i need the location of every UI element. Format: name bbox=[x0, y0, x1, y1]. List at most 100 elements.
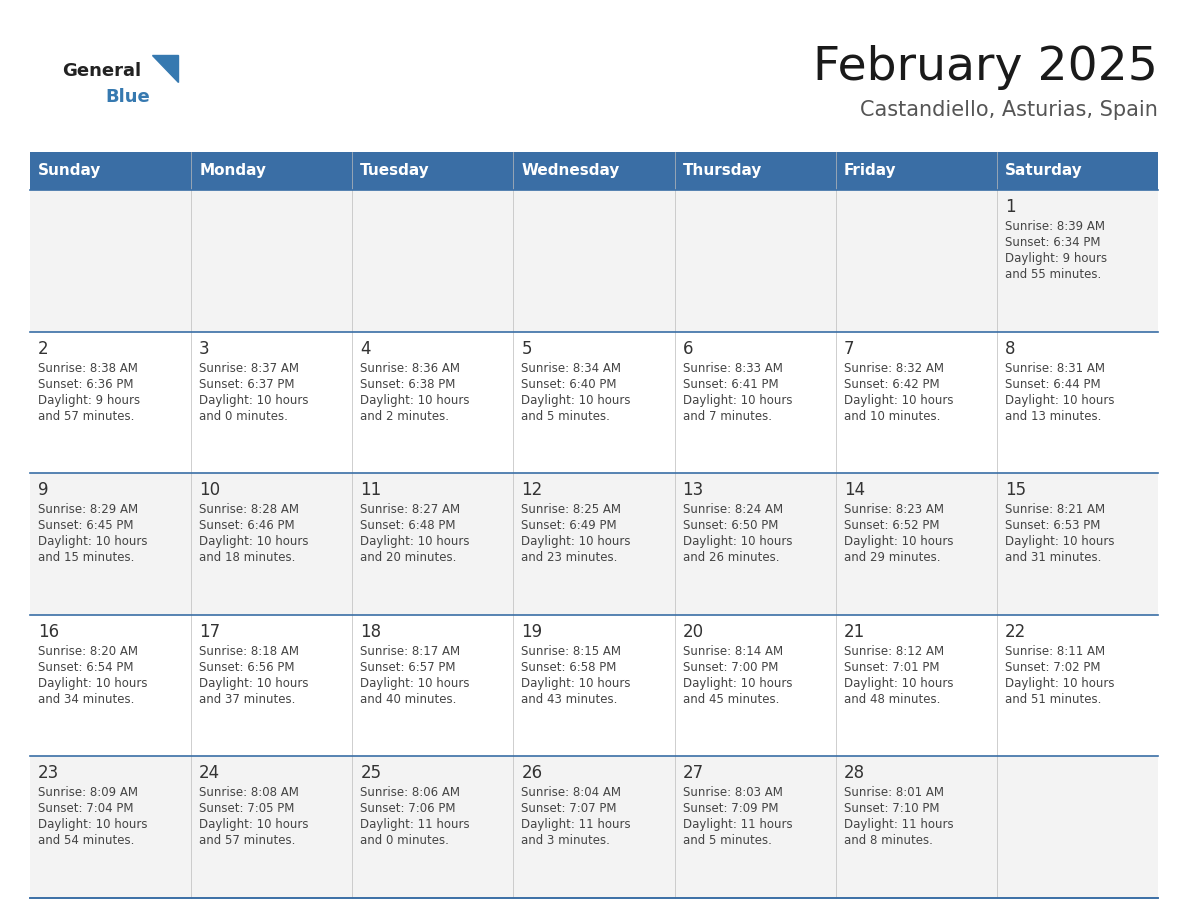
Text: Daylight: 9 hours: Daylight: 9 hours bbox=[1005, 252, 1107, 265]
Text: and 26 minutes.: and 26 minutes. bbox=[683, 551, 779, 565]
Text: 16: 16 bbox=[38, 622, 59, 641]
Text: 25: 25 bbox=[360, 765, 381, 782]
Text: 24: 24 bbox=[200, 765, 220, 782]
Text: Sunrise: 8:06 AM: Sunrise: 8:06 AM bbox=[360, 787, 460, 800]
Text: Daylight: 10 hours: Daylight: 10 hours bbox=[200, 677, 309, 689]
Text: Sunset: 6:49 PM: Sunset: 6:49 PM bbox=[522, 520, 617, 532]
Text: Daylight: 10 hours: Daylight: 10 hours bbox=[683, 394, 792, 407]
Text: Thursday: Thursday bbox=[683, 163, 762, 178]
Text: Sunrise: 8:39 AM: Sunrise: 8:39 AM bbox=[1005, 220, 1105, 233]
Text: Daylight: 10 hours: Daylight: 10 hours bbox=[200, 535, 309, 548]
Text: and 57 minutes.: and 57 minutes. bbox=[38, 409, 134, 422]
Text: Sunrise: 8:20 AM: Sunrise: 8:20 AM bbox=[38, 644, 138, 658]
Text: Sunrise: 8:09 AM: Sunrise: 8:09 AM bbox=[38, 787, 138, 800]
Text: Sunrise: 8:34 AM: Sunrise: 8:34 AM bbox=[522, 362, 621, 375]
Bar bbox=[30, 331, 1158, 473]
Text: Sunset: 6:57 PM: Sunset: 6:57 PM bbox=[360, 661, 456, 674]
Text: 18: 18 bbox=[360, 622, 381, 641]
Text: and 13 minutes.: and 13 minutes. bbox=[1005, 409, 1101, 422]
Text: 27: 27 bbox=[683, 765, 703, 782]
Text: and 34 minutes.: and 34 minutes. bbox=[38, 693, 134, 706]
Text: and 55 minutes.: and 55 minutes. bbox=[1005, 268, 1101, 281]
Text: Sunrise: 8:31 AM: Sunrise: 8:31 AM bbox=[1005, 362, 1105, 375]
Text: Sunrise: 8:12 AM: Sunrise: 8:12 AM bbox=[843, 644, 943, 658]
Text: 4: 4 bbox=[360, 340, 371, 358]
Text: Sunset: 6:53 PM: Sunset: 6:53 PM bbox=[1005, 520, 1100, 532]
Text: and 31 minutes.: and 31 minutes. bbox=[1005, 551, 1101, 565]
Text: Sunrise: 8:23 AM: Sunrise: 8:23 AM bbox=[843, 503, 943, 516]
Text: Sunset: 6:36 PM: Sunset: 6:36 PM bbox=[38, 377, 133, 390]
Text: and 5 minutes.: and 5 minutes. bbox=[522, 409, 611, 422]
Text: Friday: Friday bbox=[843, 163, 896, 178]
Text: Sunrise: 8:25 AM: Sunrise: 8:25 AM bbox=[522, 503, 621, 516]
Text: Sunrise: 8:21 AM: Sunrise: 8:21 AM bbox=[1005, 503, 1105, 516]
Bar bbox=[30, 615, 1158, 756]
Bar bbox=[30, 473, 1158, 615]
Text: 23: 23 bbox=[38, 765, 59, 782]
Text: Sunrise: 8:27 AM: Sunrise: 8:27 AM bbox=[360, 503, 461, 516]
Text: 26: 26 bbox=[522, 765, 543, 782]
Text: Monday: Monday bbox=[200, 163, 266, 178]
Text: and 43 minutes.: and 43 minutes. bbox=[522, 693, 618, 706]
Text: and 0 minutes.: and 0 minutes. bbox=[360, 834, 449, 847]
Text: Daylight: 9 hours: Daylight: 9 hours bbox=[38, 394, 140, 407]
Text: 19: 19 bbox=[522, 622, 543, 641]
Text: Sunrise: 8:17 AM: Sunrise: 8:17 AM bbox=[360, 644, 461, 658]
Text: and 2 minutes.: and 2 minutes. bbox=[360, 409, 449, 422]
Text: and 57 minutes.: and 57 minutes. bbox=[200, 834, 296, 847]
Text: Daylight: 10 hours: Daylight: 10 hours bbox=[200, 819, 309, 832]
Text: Daylight: 10 hours: Daylight: 10 hours bbox=[843, 394, 953, 407]
Text: Sunrise: 8:29 AM: Sunrise: 8:29 AM bbox=[38, 503, 138, 516]
Text: Sunset: 6:58 PM: Sunset: 6:58 PM bbox=[522, 661, 617, 674]
Text: and 37 minutes.: and 37 minutes. bbox=[200, 693, 296, 706]
Text: and 23 minutes.: and 23 minutes. bbox=[522, 551, 618, 565]
Text: Sunrise: 8:24 AM: Sunrise: 8:24 AM bbox=[683, 503, 783, 516]
Bar bbox=[30, 190, 1158, 331]
Text: 1: 1 bbox=[1005, 198, 1016, 216]
Text: Sunrise: 8:04 AM: Sunrise: 8:04 AM bbox=[522, 787, 621, 800]
Text: and 29 minutes.: and 29 minutes. bbox=[843, 551, 940, 565]
Text: Daylight: 10 hours: Daylight: 10 hours bbox=[522, 394, 631, 407]
Text: 11: 11 bbox=[360, 481, 381, 499]
Text: Sunrise: 8:28 AM: Sunrise: 8:28 AM bbox=[200, 503, 299, 516]
Text: Daylight: 10 hours: Daylight: 10 hours bbox=[38, 677, 147, 689]
Text: and 40 minutes.: and 40 minutes. bbox=[360, 693, 456, 706]
Text: 2: 2 bbox=[38, 340, 49, 358]
Text: Sunrise: 8:38 AM: Sunrise: 8:38 AM bbox=[38, 362, 138, 375]
Text: and 18 minutes.: and 18 minutes. bbox=[200, 551, 296, 565]
Text: Sunset: 6:54 PM: Sunset: 6:54 PM bbox=[38, 661, 133, 674]
Text: Sunset: 6:38 PM: Sunset: 6:38 PM bbox=[360, 377, 456, 390]
Text: Wednesday: Wednesday bbox=[522, 163, 620, 178]
Text: and 54 minutes.: and 54 minutes. bbox=[38, 834, 134, 847]
Text: February 2025: February 2025 bbox=[813, 45, 1158, 90]
Text: 22: 22 bbox=[1005, 622, 1026, 641]
Text: Daylight: 10 hours: Daylight: 10 hours bbox=[683, 677, 792, 689]
Text: Daylight: 10 hours: Daylight: 10 hours bbox=[200, 394, 309, 407]
Polygon shape bbox=[152, 55, 178, 82]
Text: Daylight: 10 hours: Daylight: 10 hours bbox=[522, 677, 631, 689]
Text: Sunset: 7:00 PM: Sunset: 7:00 PM bbox=[683, 661, 778, 674]
Text: and 51 minutes.: and 51 minutes. bbox=[1005, 693, 1101, 706]
Text: General: General bbox=[62, 62, 141, 80]
Text: and 48 minutes.: and 48 minutes. bbox=[843, 693, 940, 706]
Text: Daylight: 11 hours: Daylight: 11 hours bbox=[522, 819, 631, 832]
Text: Sunset: 6:46 PM: Sunset: 6:46 PM bbox=[200, 520, 295, 532]
Text: Sunset: 6:45 PM: Sunset: 6:45 PM bbox=[38, 520, 133, 532]
Text: and 8 minutes.: and 8 minutes. bbox=[843, 834, 933, 847]
Text: Daylight: 10 hours: Daylight: 10 hours bbox=[38, 819, 147, 832]
Text: Sunset: 6:41 PM: Sunset: 6:41 PM bbox=[683, 377, 778, 390]
Text: Sunset: 7:02 PM: Sunset: 7:02 PM bbox=[1005, 661, 1100, 674]
Text: Tuesday: Tuesday bbox=[360, 163, 430, 178]
Text: Sunset: 7:09 PM: Sunset: 7:09 PM bbox=[683, 802, 778, 815]
Text: Sunrise: 8:37 AM: Sunrise: 8:37 AM bbox=[200, 362, 299, 375]
Text: Daylight: 10 hours: Daylight: 10 hours bbox=[38, 535, 147, 548]
Text: 6: 6 bbox=[683, 340, 693, 358]
Text: Daylight: 10 hours: Daylight: 10 hours bbox=[1005, 394, 1114, 407]
Text: Sunrise: 8:33 AM: Sunrise: 8:33 AM bbox=[683, 362, 783, 375]
Text: Daylight: 10 hours: Daylight: 10 hours bbox=[843, 677, 953, 689]
Text: Sunset: 7:05 PM: Sunset: 7:05 PM bbox=[200, 802, 295, 815]
Text: Daylight: 10 hours: Daylight: 10 hours bbox=[522, 535, 631, 548]
Text: Saturday: Saturday bbox=[1005, 163, 1082, 178]
Text: Sunset: 6:50 PM: Sunset: 6:50 PM bbox=[683, 520, 778, 532]
Text: Daylight: 11 hours: Daylight: 11 hours bbox=[683, 819, 792, 832]
